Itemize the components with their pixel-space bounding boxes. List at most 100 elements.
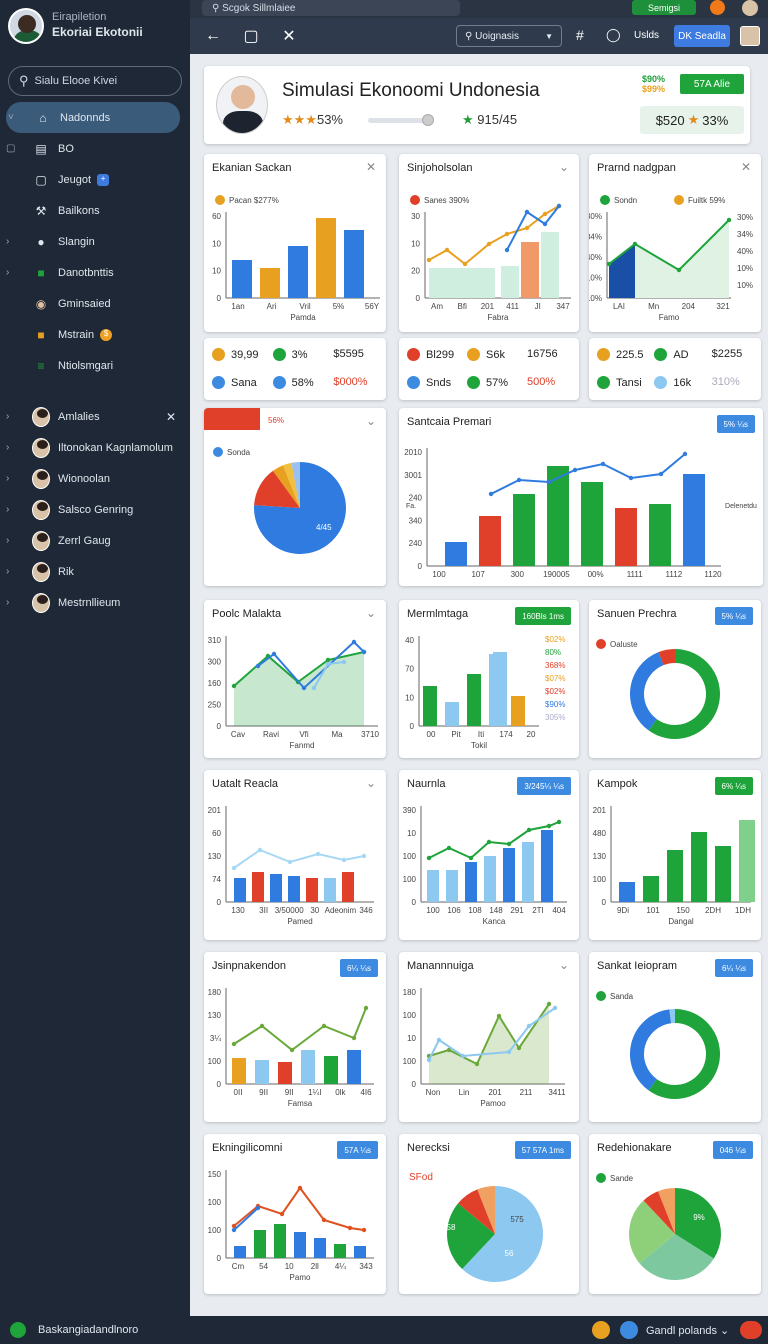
red-toggle-icon[interactable] <box>740 1321 762 1339</box>
chart-card-c1: Ekanian Sackan ✕ Pacan $277% 60 10 10 0 1an Ari V… <box>204 154 386 332</box>
progress-slider[interactable] <box>368 118 432 123</box>
sidebar-item-3[interactable]: ⚒ Bailkons <box>0 195 190 226</box>
sidebar-item-6[interactable]: ◉ Gminsaied <box>0 288 190 319</box>
data-point <box>726 217 732 223</box>
close-icon[interactable]: ✕ <box>165 409 176 424</box>
sidebar-person-3[interactable]: › Salsco Genring <box>0 494 190 525</box>
x-tick-label: 3411 <box>548 1088 566 1097</box>
back-arrow-icon[interactable]: ← <box>205 27 221 44</box>
window-icon[interactable]: ▢ <box>243 28 259 45</box>
series-line <box>608 219 730 272</box>
data-point <box>556 203 562 209</box>
card-action-button[interactable]: 5% ¼s <box>716 415 755 433</box>
blue-dot-icon[interactable] <box>620 1321 638 1339</box>
top-green-button[interactable]: Semigsi <box>632 0 696 15</box>
orange-dot-icon[interactable] <box>592 1321 610 1339</box>
nav-avatar[interactable] <box>740 26 760 46</box>
x-tick-label: 1DH <box>735 906 751 915</box>
gear-icon <box>212 348 225 361</box>
chart-svg: 150 100 100 0 Cm 54 10 2ll 4¼ 343 Pamo <box>208 1170 374 1282</box>
top-search-input[interactable]: ⚲ Scgok Sillmlaiee <box>202 0 460 16</box>
card-action-button[interactable]: 6¼ ¼s <box>714 959 753 977</box>
square-icon <box>467 376 480 389</box>
right-tick-label: 10% <box>737 264 753 273</box>
chevron-down-icon[interactable]: ⌄ <box>365 414 376 428</box>
top-avatar[interactable] <box>742 0 758 16</box>
box-icon <box>654 376 668 389</box>
hash-icon[interactable]: # <box>576 27 584 43</box>
close-icon[interactable]: ✕ <box>365 160 376 174</box>
card-action-button[interactable]: 6¼ ¼s <box>339 959 378 977</box>
list-icon: ≡ <box>37 358 45 373</box>
sidebar-search-input[interactable]: ⚲ Sialu Elooe Kivei <box>8 66 182 96</box>
sidebar-item-8[interactable]: ≡ Ntiolsmgari <box>0 350 190 381</box>
card-action-button[interactable]: 57A ¼s <box>337 1141 378 1159</box>
x-tick-label: 411 <box>506 302 519 311</box>
slider-handle[interactable] <box>422 114 434 126</box>
sidebar-item-0[interactable]: ˅ ⌂ Nadonnds <box>6 102 180 133</box>
bar <box>445 702 459 726</box>
card-action-button[interactable]: 6% ¼s <box>714 777 753 795</box>
x-tick-label: Mn <box>648 302 659 311</box>
pie-slice <box>477 1186 495 1234</box>
x-axis-label: Pamed <box>287 917 312 926</box>
nav-dropdown[interactable]: ⚲ Uoignasis ▼ <box>456 25 562 47</box>
chevron-down-icon[interactable]: ⌄ <box>365 776 376 790</box>
chat-icon[interactable] <box>10 1322 26 1338</box>
sidebar-person-4[interactable]: › Zerrl Gaug <box>0 525 190 556</box>
y-tick-label: 100 <box>403 1057 417 1066</box>
sidebar-person-2[interactable]: › Wionoolan <box>0 463 190 494</box>
close-icon[interactable]: ✕ <box>740 160 751 174</box>
card-action-button[interactable]: 5% ¼s <box>714 607 753 625</box>
notification-icon[interactable] <box>710 0 725 15</box>
x-tick-label: LAI <box>613 302 625 311</box>
pie-label: 56 <box>505 1249 514 1258</box>
card-title: Sankat Ieiopram <box>597 960 678 972</box>
y-tick-label: 3001 <box>404 471 422 480</box>
sidebar-item-7[interactable]: ■ Mstrain $ <box>0 319 190 350</box>
close-icon[interactable]: ✕ <box>282 28 296 45</box>
card-action-button[interactable]: 046 ¼s <box>712 1141 753 1159</box>
chart-card-c10: Naurnla 3/245¼ ¼s 390 10 100 100 0 100 106 108 148… <box>399 770 579 940</box>
sidebar-person-5[interactable]: › Rik <box>0 556 190 587</box>
data-point <box>516 477 522 483</box>
x-tick-label: 201 <box>481 302 495 311</box>
card-action-button[interactable]: 57 57A 1ms <box>514 1141 571 1159</box>
stat-value: 310% <box>711 376 740 388</box>
stat-item: 310% <box>712 376 740 388</box>
sidebar-item-1[interactable]: ▢ ▤ BO <box>0 133 190 164</box>
x-axis-label: Tokil <box>471 741 487 750</box>
sidebar-person-6[interactable]: › Mestrnllieum <box>0 587 190 618</box>
data-point <box>426 1057 432 1063</box>
x-tick-label: 174 <box>499 730 513 739</box>
header-small-values: $90% $99% <box>642 74 665 94</box>
nav-primary-button[interactable]: DK Seadla <box>674 25 730 47</box>
series-line <box>506 205 560 251</box>
card-action-button[interactable]: 3/245¼ ¼s <box>517 777 571 795</box>
sidebar-person-1[interactable]: › Iltonokan Kagnlamolum <box>0 432 190 463</box>
sidebar-item-5[interactable]: › ■ Danotbnttis <box>0 257 190 288</box>
slash-icon[interactable]: ◯ <box>606 27 621 42</box>
card-action-button[interactable]: 160Bls 1ms <box>515 607 571 625</box>
chevron-icon: › <box>6 236 10 247</box>
percent-label: 305% <box>545 713 565 722</box>
x-tick-label: Cav <box>231 730 245 739</box>
data-point <box>255 1205 261 1211</box>
y-tick-label: 60 <box>212 212 221 221</box>
sidebar-person-0[interactable]: › Amlalies ✕ <box>0 401 190 432</box>
donut-segment <box>630 1009 672 1091</box>
bar <box>270 874 282 902</box>
x-tick-label: Iti <box>478 730 484 739</box>
percent-label: $07% <box>545 674 565 683</box>
y-tick-label: 300 <box>208 658 222 667</box>
avatar[interactable] <box>8 8 44 44</box>
sidebar-item-2[interactable]: ▢ Jeugot + <box>0 164 190 195</box>
chevron-down-icon[interactable]: ⌄ <box>365 606 376 620</box>
sidebar-item-4[interactable]: › ● Slangin <box>0 226 190 257</box>
header-button[interactable]: 57A Alie <box>680 74 744 94</box>
bottom-right-label[interactable]: Gandl polands ⌄ <box>646 1325 730 1337</box>
stat-value: 500% <box>527 376 556 388</box>
chevron-down-icon[interactable]: ⌄ <box>558 958 569 972</box>
chevron-down-icon[interactable]: ⌄ <box>558 160 569 174</box>
y-tick-label: 0 <box>602 898 607 907</box>
